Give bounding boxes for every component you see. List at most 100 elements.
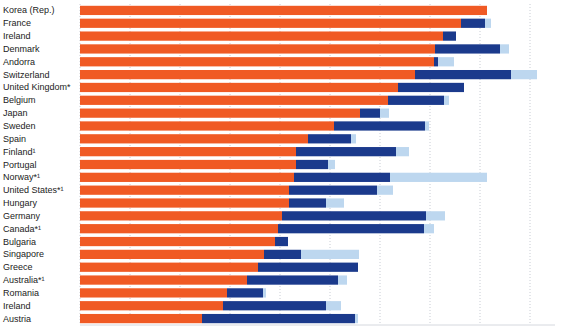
- bar-segment: [80, 237, 275, 246]
- category-label: Sweden: [3, 121, 36, 131]
- category-label: Switzerland: [3, 70, 50, 80]
- bar-segment: [202, 314, 355, 323]
- bar-segment: [438, 57, 454, 66]
- bar-segment: [398, 83, 464, 92]
- chart: Korea (Rep.)FranceIrelandDenmarkAndorraS…: [0, 0, 574, 327]
- bar-segment: [296, 147, 396, 156]
- category-label: Japan: [3, 108, 28, 118]
- category-label: France: [3, 18, 31, 28]
- bar-segment: [425, 121, 429, 130]
- bar-segment: [443, 31, 456, 40]
- bar-segment: [247, 275, 338, 284]
- bar-segment: [264, 250, 301, 259]
- bar-segment: [275, 237, 288, 246]
- bar-segment: [80, 109, 360, 118]
- bar-segment: [80, 301, 223, 310]
- bar-segment: [80, 275, 247, 284]
- bar-segment: [289, 186, 377, 195]
- bar-segment: [326, 301, 341, 310]
- bar-segment: [308, 134, 351, 143]
- category-label: Canada*¹: [3, 224, 41, 234]
- bar-segment: [80, 186, 289, 195]
- bar-segment: [80, 314, 202, 323]
- category-label: Ireland: [3, 31, 31, 41]
- category-label: Belgium: [3, 95, 36, 105]
- grid: [80, 4, 530, 325]
- bar-segment: [288, 237, 289, 246]
- category-label: Hungary: [3, 198, 38, 208]
- bar-segment: [80, 83, 398, 92]
- category-label: Bulgaria: [3, 237, 36, 247]
- category-label: Portugal: [3, 160, 37, 170]
- bar-segment: [289, 198, 326, 207]
- bar-segment: [294, 173, 390, 182]
- bar-segment: [227, 288, 263, 297]
- bar-segment: [388, 96, 444, 105]
- bar-segment: [326, 198, 344, 207]
- bar-segment: [80, 198, 289, 207]
- bar-segment: [282, 211, 426, 220]
- bar-segment: [80, 288, 227, 297]
- bar-segment: [80, 134, 308, 143]
- bar-segment: [278, 224, 424, 233]
- bar-segment: [80, 70, 415, 79]
- bar-segment: [223, 301, 326, 310]
- bar-segment: [426, 211, 445, 220]
- bar-segment: [338, 275, 347, 284]
- category-label: Norway*¹: [3, 172, 40, 182]
- category-label: Romania: [3, 288, 39, 298]
- category-label: Finland¹: [3, 147, 36, 157]
- category-label: Germany: [3, 211, 41, 221]
- bar-segment: [80, 121, 334, 130]
- bar-segment: [415, 70, 511, 79]
- category-label: Singapore: [3, 249, 44, 259]
- bar-segment: [358, 263, 359, 272]
- category-label: United States*¹: [3, 185, 64, 195]
- bar-segment: [380, 109, 389, 118]
- bar-segment: [263, 288, 266, 297]
- category-label: United Kingdom*: [3, 82, 71, 92]
- bar-segment: [434, 57, 438, 66]
- bar-segment: [296, 160, 328, 169]
- bar-segment: [80, 44, 435, 53]
- category-label: Spain: [3, 134, 26, 144]
- category-label: Greece: [3, 262, 33, 272]
- bar-segment: [80, 19, 461, 28]
- bar-segment: [351, 134, 356, 143]
- bar-segment: [464, 83, 465, 92]
- bar-segment: [360, 109, 380, 118]
- bar-segment: [355, 314, 358, 323]
- bar-segment: [485, 19, 491, 28]
- category-label: Australia*¹: [3, 275, 45, 285]
- bar-segment: [80, 211, 282, 220]
- bar-segment: [461, 19, 485, 28]
- bar-segment: [80, 31, 443, 40]
- bar-segment: [301, 250, 359, 259]
- bar-segment: [435, 44, 500, 53]
- category-label: Andorra: [3, 57, 35, 67]
- bar-segment: [258, 263, 358, 272]
- bar-segment: [80, 263, 258, 272]
- bar-segment: [80, 224, 278, 233]
- category-label: Ireland: [3, 301, 31, 311]
- bar-segment: [334, 121, 425, 130]
- x-axis-line: [80, 325, 555, 326]
- bar-segment: [80, 6, 487, 15]
- grid-line: [530, 4, 531, 325]
- bar-segment: [80, 160, 296, 169]
- bar-segment: [424, 224, 434, 233]
- bar-segment: [456, 31, 457, 40]
- bar-segment: [80, 250, 264, 259]
- bar-segment: [328, 160, 335, 169]
- bar-segment: [377, 186, 393, 195]
- bar-segment: [500, 44, 509, 53]
- bar-segment: [80, 173, 294, 182]
- bar-segment: [444, 96, 449, 105]
- chart-root: Korea (Rep.)FranceIrelandDenmarkAndorraS…: [0, 0, 574, 327]
- bar-segment: [80, 147, 296, 156]
- bar-segment: [487, 6, 488, 15]
- category-label: Denmark: [3, 44, 40, 54]
- bar-segment: [80, 96, 388, 105]
- bars: [80, 6, 537, 323]
- bar-segment: [511, 70, 537, 79]
